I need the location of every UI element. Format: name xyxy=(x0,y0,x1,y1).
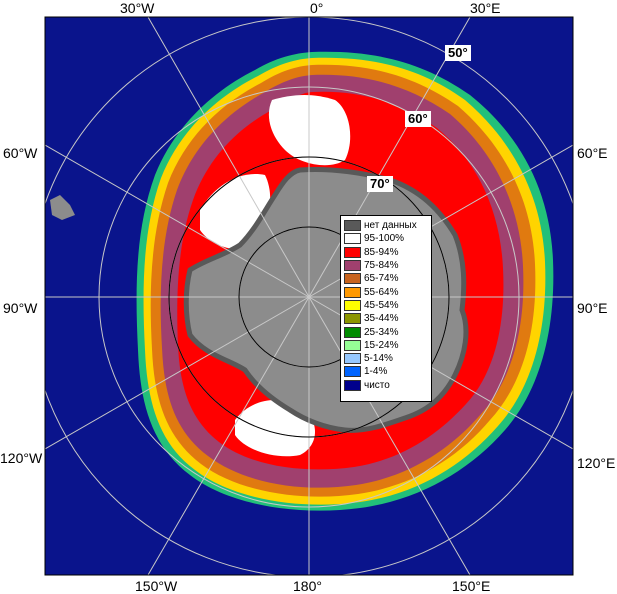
lon-label-90w: 90°W xyxy=(3,300,38,316)
lon-label-30w: 30°W xyxy=(120,0,155,16)
legend-label: 85-94% xyxy=(364,246,399,258)
legend-swatch xyxy=(344,339,361,351)
legend-item: 55-64% xyxy=(341,285,431,298)
legend-label: 65-74% xyxy=(364,273,399,285)
lon-label-120w: 120°W xyxy=(0,450,43,466)
legend-item: 45-54% xyxy=(341,299,431,312)
legend-swatch xyxy=(344,273,361,285)
concentration-legend: нет данных 95-100% 85-94% 75-84% 65-74% 55-64… xyxy=(340,215,432,402)
legend-swatch xyxy=(344,220,361,232)
lon-label-60w: 60°W xyxy=(3,145,38,161)
legend-label: 25-34% xyxy=(364,326,399,338)
legend-item: 75-84% xyxy=(341,259,431,272)
lon-label-30e: 30°E xyxy=(470,0,501,16)
legend-item: чисто xyxy=(341,379,431,392)
lat-label-60: 60° xyxy=(405,111,431,127)
legend-item: нет данных xyxy=(341,219,431,232)
map-border xyxy=(44,16,574,576)
legend-label: 45-54% xyxy=(364,299,399,311)
legend-item: 25-34% xyxy=(341,325,431,338)
legend-item: 5-14% xyxy=(341,352,431,365)
lon-label-120e: 120°E xyxy=(577,455,616,471)
legend-swatch xyxy=(344,353,361,365)
legend-label: 75-84% xyxy=(364,260,399,272)
legend-swatch xyxy=(344,299,361,311)
legend-swatch xyxy=(344,366,361,378)
legend-swatch xyxy=(344,286,361,298)
south-america-land xyxy=(50,195,75,220)
legend-label: чисто xyxy=(364,379,390,391)
legend-item: 1-4% xyxy=(341,365,431,378)
legend-label: 15-24% xyxy=(364,339,399,351)
lon-label-90e: 90°E xyxy=(577,300,608,316)
legend-item: 85-94% xyxy=(341,246,431,259)
legend-swatch xyxy=(344,326,361,338)
legend-swatch xyxy=(344,260,361,272)
lon-label-150e: 150°E xyxy=(452,578,491,594)
legend-label: 5-14% xyxy=(364,353,393,365)
legend-swatch xyxy=(344,246,361,258)
ice-white-patch-north xyxy=(268,95,351,166)
lon-label-150w: 150°W xyxy=(135,578,178,594)
legend-item: 15-24% xyxy=(341,339,431,352)
lon-label-0: 0° xyxy=(310,0,324,16)
legend-swatch xyxy=(344,313,361,325)
legend-label: 55-64% xyxy=(364,286,399,298)
legend-item: 35-44% xyxy=(341,312,431,325)
legend-swatch xyxy=(344,379,361,391)
lon-label-180: 180° xyxy=(293,578,322,594)
legend-swatch xyxy=(344,233,361,245)
lon-label-60e: 60°E xyxy=(577,145,608,161)
legend-label: 1-4% xyxy=(364,366,388,378)
lat-label-70: 70° xyxy=(367,176,393,192)
legend-item: 95-100% xyxy=(341,232,431,245)
legend-label: 95-100% xyxy=(364,233,405,245)
legend-label: 35-44% xyxy=(364,313,399,325)
lat-label-50: 50° xyxy=(445,45,471,61)
legend-label: нет данных xyxy=(364,220,417,232)
legend-item: 65-74% xyxy=(341,272,431,285)
